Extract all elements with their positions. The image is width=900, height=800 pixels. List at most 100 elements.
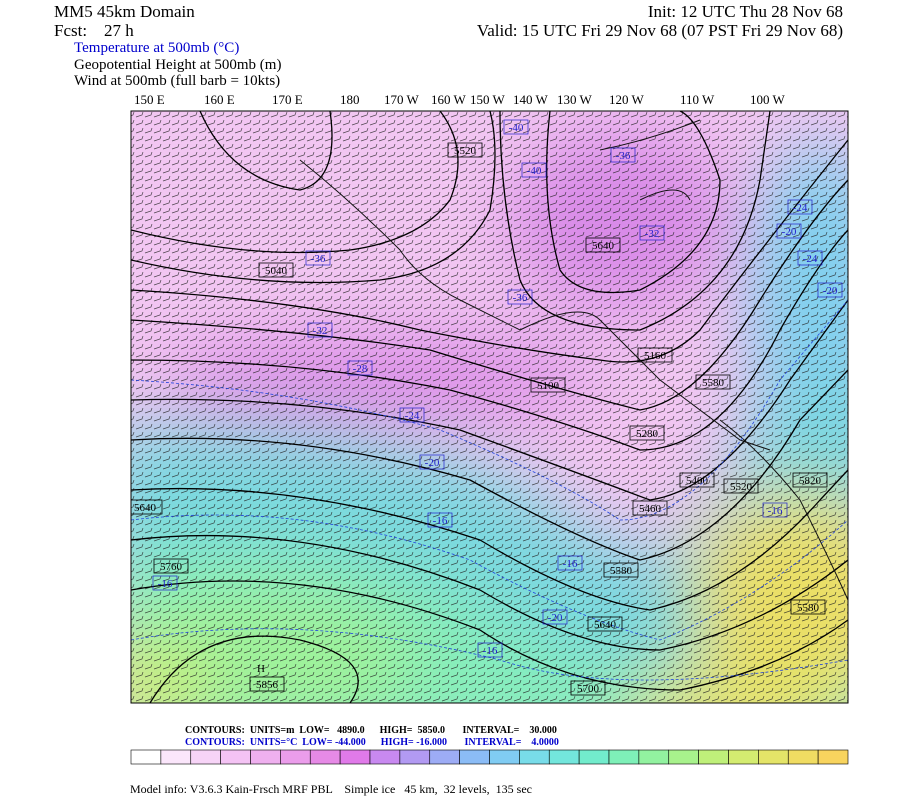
colorbar-swatch bbox=[309, 749, 341, 765]
height-label: 5520 bbox=[730, 481, 753, 493]
height-label-box bbox=[637, 347, 673, 363]
colorbar-swatch bbox=[369, 749, 401, 765]
height-label-box bbox=[447, 142, 483, 158]
temp-label: -20 bbox=[823, 285, 838, 297]
height-label-box bbox=[679, 472, 715, 488]
colorbar-swatch bbox=[758, 749, 789, 765]
temp-label: -20 bbox=[548, 612, 563, 624]
height-label: 5820 bbox=[799, 475, 822, 487]
colorbar bbox=[130, 749, 849, 765]
longitude-label: 170 W bbox=[384, 92, 420, 107]
height-label: 5040 bbox=[265, 265, 288, 277]
longitude-label: 150 E bbox=[134, 92, 165, 107]
longitude-label: 100 W bbox=[750, 92, 786, 107]
colorbar-swatch bbox=[548, 749, 580, 765]
colorbar-swatch bbox=[190, 749, 221, 765]
height-label: 5100 bbox=[537, 380, 560, 392]
contour-labels: 5520 5040 5640 5160 5100 5580 5280 5400 5460 5580… bbox=[131, 119, 843, 696]
colorbar-swatch bbox=[698, 749, 729, 765]
height-label-box bbox=[570, 680, 606, 696]
colorbar-swatch bbox=[787, 749, 819, 765]
height-label: 5280 bbox=[636, 428, 659, 440]
temp-label-box bbox=[776, 223, 802, 239]
temp-label: -36 bbox=[311, 253, 326, 265]
colorbar-swatch bbox=[608, 749, 640, 765]
height-label-box bbox=[695, 374, 731, 390]
height-label: 5856 bbox=[256, 679, 279, 691]
temp-label-box bbox=[787, 199, 813, 215]
temp-label: -32 bbox=[645, 228, 660, 240]
map: 5520 5040 5640 5160 5100 5580 5280 5400 5460 5580… bbox=[131, 111, 848, 703]
forecast: Fcst: 27 h bbox=[54, 21, 134, 40]
temp-label: -40 bbox=[527, 165, 542, 177]
height-label: 5580 bbox=[610, 565, 633, 577]
height-label: 5640 bbox=[594, 619, 617, 631]
temp-label-box bbox=[507, 289, 533, 305]
colorbar-swatch bbox=[817, 749, 849, 765]
temp-label-box bbox=[399, 407, 425, 423]
colorbar-swatch bbox=[160, 749, 192, 765]
temp-label-box bbox=[477, 642, 503, 658]
height-label: 5640 bbox=[134, 502, 157, 514]
temp-label-box bbox=[152, 575, 178, 591]
height-label-box bbox=[792, 472, 828, 488]
temp-label: -28 bbox=[353, 363, 368, 375]
temperature-contours bbox=[131, 299, 848, 681]
height-label-box bbox=[603, 562, 639, 578]
model-info: Model info: V3.6.3 Kain-Frsch MRF PBL Si… bbox=[130, 782, 532, 796]
temp-label-box bbox=[639, 225, 665, 241]
temp-label: -32 bbox=[313, 325, 328, 337]
map-frame bbox=[130, 110, 849, 704]
temp-label: -16 bbox=[768, 505, 783, 517]
valid-time: Valid: 15 UTC Fri 29 Nov 68 (07 PST Fri … bbox=[477, 21, 843, 40]
height-label: 5640 bbox=[592, 240, 615, 252]
colorbar-swatch bbox=[668, 749, 699, 765]
height-label-box bbox=[587, 616, 623, 632]
height-label-box bbox=[153, 558, 189, 574]
temp-label: -16 bbox=[483, 645, 498, 657]
colorbar-swatch bbox=[220, 749, 251, 765]
temp-label: -36 bbox=[616, 150, 631, 162]
longitude-label: 150 W bbox=[470, 92, 506, 107]
height-label-box bbox=[629, 425, 665, 441]
height-label-box bbox=[632, 500, 668, 516]
field-temperature: Temperature at 500mb (°C) bbox=[74, 40, 239, 56]
longitude-label: 160 W bbox=[431, 92, 467, 107]
temp-label-box bbox=[305, 250, 331, 266]
height-label: 5700 bbox=[577, 683, 600, 695]
temp-label-box bbox=[557, 555, 583, 571]
height-label: 5580 bbox=[797, 602, 820, 614]
temp-label-box bbox=[797, 250, 823, 266]
temp-label: -20 bbox=[425, 457, 440, 469]
height-label-box bbox=[249, 676, 285, 692]
longitude-label: 180 bbox=[340, 92, 360, 107]
longitude-label: 130 W bbox=[557, 92, 593, 107]
colorbar-swatch bbox=[519, 749, 550, 765]
colorbar-swatch bbox=[489, 749, 520, 765]
temp-label: -16 bbox=[433, 515, 448, 527]
temp-label: -36 bbox=[513, 292, 528, 304]
colorbar-swatch bbox=[459, 749, 490, 765]
temp-label: -24 bbox=[405, 410, 420, 422]
height-label-box bbox=[131, 499, 163, 515]
temp-label-box bbox=[307, 322, 333, 338]
height-label: 5580 bbox=[702, 377, 725, 389]
colorbar-swatch bbox=[578, 749, 610, 765]
height-label: 5160 bbox=[644, 350, 667, 362]
longitude-label: 140 W bbox=[513, 92, 549, 107]
title: MM5 45km Domain bbox=[54, 2, 195, 21]
longitude-label: 160 E bbox=[204, 92, 235, 107]
temp-label-box bbox=[419, 454, 445, 470]
height-contour-info: CONTOURS: UNITS=m LOW= 4890.0 HIGH= 5850… bbox=[185, 725, 557, 736]
temp-label-box bbox=[762, 502, 788, 518]
height-label-box bbox=[530, 377, 566, 393]
colorbar-swatch bbox=[130, 749, 162, 765]
temp-label-box bbox=[427, 512, 453, 528]
temp-label-box bbox=[542, 609, 568, 625]
height-label: 5760 bbox=[160, 561, 183, 573]
longitude-label: 120 W bbox=[609, 92, 645, 107]
temp-label-box bbox=[347, 360, 373, 376]
height-label-box bbox=[790, 599, 826, 615]
